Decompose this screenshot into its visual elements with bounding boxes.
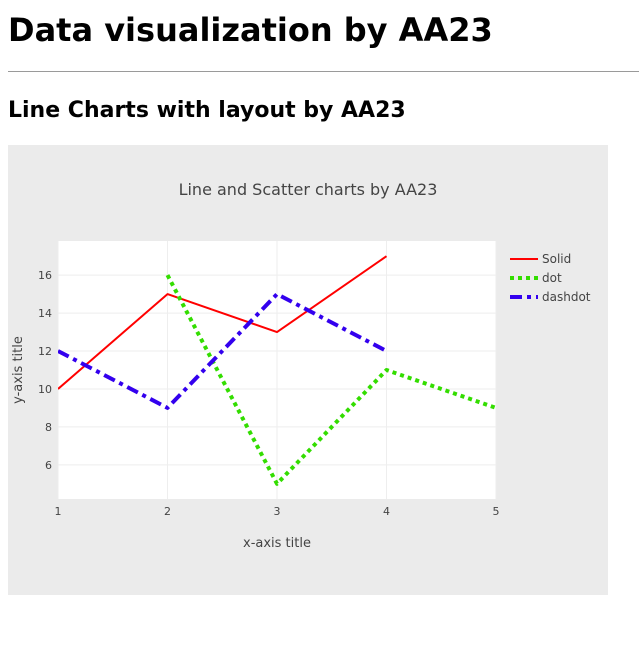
series-line-solid[interactable] — [58, 255, 388, 390]
legend-item-solid[interactable]: Solid — [510, 252, 571, 266]
chart-title: Line and Scatter charts by AA23 — [179, 180, 438, 199]
chart-panel[interactable]: 1 2 3 4 5 6 8 10 12 14 16 Line and Scatter charts … — [8, 145, 608, 595]
y-tick-label: 12 — [38, 345, 52, 358]
divider — [8, 71, 639, 72]
legend-item-dashdot[interactable]: dashdot — [510, 290, 591, 304]
legend-label: Solid — [542, 252, 571, 266]
x-tick-label: 4 — [383, 505, 390, 518]
y-tick-label: 6 — [45, 459, 52, 472]
x-tick-label: 3 — [274, 505, 281, 518]
y-tick-label: 10 — [38, 383, 52, 396]
page-heading: Data visualization by AA23 — [8, 11, 493, 49]
x-axis-title: x-axis title — [243, 536, 311, 551]
y-axis-title: y-axis title — [11, 336, 26, 404]
series-line-dot[interactable] — [165, 274, 497, 486]
y-tick-label: 14 — [38, 307, 52, 320]
x-tick-label: 5 — [493, 505, 500, 518]
legend[interactable]: Solid dot dashdot — [510, 252, 591, 304]
series-line-dashdot[interactable] — [58, 292, 388, 410]
y-tick-label: 16 — [38, 269, 52, 282]
series-layer — [58, 255, 497, 486]
y-tick-label: 8 — [45, 421, 52, 434]
x-tick-label: 2 — [164, 505, 171, 518]
x-tick-label: 1 — [55, 505, 62, 518]
legend-label: dashdot — [542, 290, 591, 304]
section-heading: Line Charts with layout by AA23 — [8, 98, 406, 123]
legend-item-dot[interactable]: dot — [510, 271, 562, 285]
legend-label: dot — [542, 271, 562, 285]
